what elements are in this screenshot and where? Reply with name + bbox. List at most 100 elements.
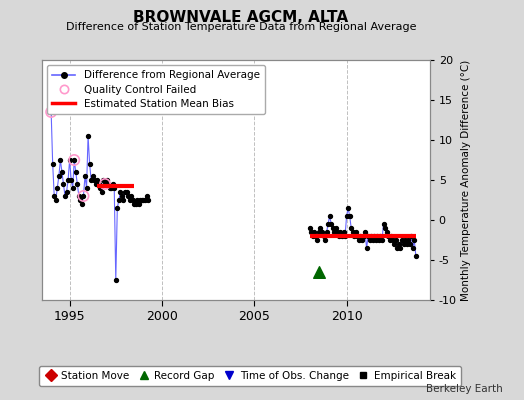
Point [61, 193, 69, 199]
Point [128, 197, 137, 203]
Point [125, 197, 134, 203]
Point [108, 181, 117, 187]
Point [101, 181, 109, 187]
Point [370, 233, 378, 239]
Point [105, 185, 114, 191]
Text: BROWNVALE AGCM, ALTA: BROWNVALE AGCM, ALTA [134, 10, 348, 25]
Point [327, 221, 335, 227]
Point [406, 241, 414, 247]
Point [333, 229, 342, 235]
Point [347, 225, 355, 231]
Point [84, 133, 92, 139]
Point [70, 157, 79, 163]
Point [310, 229, 319, 235]
Point [47, 109, 56, 115]
Point [313, 237, 322, 243]
Point [124, 193, 132, 199]
Point [315, 229, 323, 235]
Point [386, 237, 394, 243]
Point [90, 177, 99, 183]
Point [135, 201, 143, 207]
Point [345, 213, 354, 219]
Point [121, 189, 129, 195]
Point [53, 185, 61, 191]
Point [113, 205, 122, 211]
Point [78, 201, 86, 207]
Point [381, 225, 389, 231]
Point [336, 229, 345, 235]
Point [412, 253, 420, 259]
Point [102, 177, 111, 183]
Point [62, 189, 71, 195]
Point [409, 245, 417, 251]
Point [330, 229, 339, 235]
Point [141, 197, 149, 203]
Point [72, 169, 80, 175]
Point [356, 233, 365, 239]
Point [59, 181, 68, 187]
Point [82, 185, 91, 191]
Point [69, 185, 77, 191]
Point [378, 237, 386, 243]
Point [399, 241, 408, 247]
Point [410, 237, 419, 243]
Point [79, 193, 88, 199]
Point [307, 229, 315, 235]
Point [115, 197, 123, 203]
Point [133, 197, 141, 203]
Point [353, 233, 362, 239]
Point [104, 181, 112, 187]
Point [341, 233, 350, 239]
Point [324, 221, 332, 227]
Point [379, 221, 388, 227]
Point [64, 177, 72, 183]
Point [338, 233, 346, 239]
Point [56, 157, 64, 163]
Point [348, 229, 357, 235]
Point [340, 229, 348, 235]
Point [387, 233, 396, 239]
Point [101, 181, 109, 187]
Point [322, 229, 331, 235]
Point [368, 237, 377, 243]
Point [119, 197, 128, 203]
Point [398, 237, 406, 243]
Point [89, 173, 97, 179]
Point [66, 157, 74, 163]
Point [318, 229, 326, 235]
Point [99, 177, 107, 183]
Point [342, 213, 351, 219]
Point [355, 237, 363, 243]
Y-axis label: Monthly Temperature Anomaly Difference (°C): Monthly Temperature Anomaly Difference (… [461, 59, 471, 301]
Point [367, 233, 375, 239]
Point [79, 193, 88, 199]
Point [390, 241, 398, 247]
Point [309, 233, 317, 239]
Point [116, 189, 125, 195]
Point [144, 197, 152, 203]
Point [335, 233, 343, 239]
Point [344, 205, 352, 211]
Point [332, 225, 340, 231]
Point [383, 229, 391, 235]
Point [363, 245, 371, 251]
Point [110, 185, 118, 191]
Point [396, 245, 405, 251]
Point [107, 185, 115, 191]
Point [395, 241, 403, 247]
Point [364, 233, 373, 239]
Point [373, 233, 381, 239]
Point [319, 233, 328, 239]
Point [305, 225, 314, 231]
Point [76, 197, 84, 203]
Point [393, 245, 401, 251]
Point [51, 197, 60, 203]
Text: Difference of Station Temperature Data from Regional Average: Difference of Station Temperature Data f… [66, 22, 416, 32]
Point [96, 185, 105, 191]
Point [391, 237, 400, 243]
Point [95, 181, 103, 187]
Point [375, 237, 383, 243]
Point [132, 201, 140, 207]
Point [315, 269, 323, 275]
Point [372, 237, 380, 243]
